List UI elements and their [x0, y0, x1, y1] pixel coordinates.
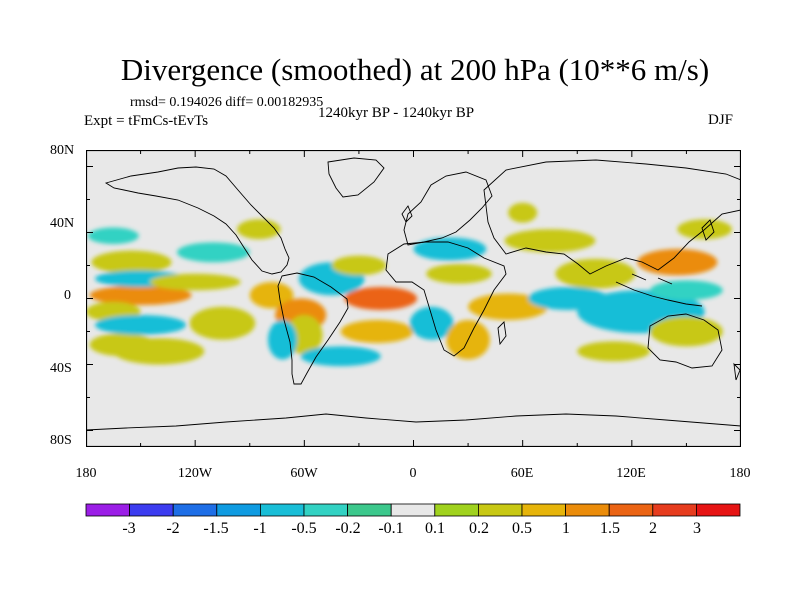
field-anomaly — [528, 286, 609, 311]
colorbar-swatch — [477, 503, 523, 517]
x-tick-label: 180 — [75, 466, 97, 481]
y-tick-label: 80N — [50, 143, 75, 158]
colorbar-label: -0.2 — [335, 520, 361, 537]
colorbar-swatch — [85, 503, 130, 517]
y-tick-label: 0 — [64, 288, 71, 303]
field-anomaly — [650, 316, 723, 347]
field-anomaly — [149, 273, 241, 291]
colorbar-label: 2 — [649, 520, 657, 537]
y-tick-label: 80S — [50, 433, 72, 448]
period-label: 1240kyr BP - 1240kyr BP — [318, 105, 475, 121]
colorbar-swatch — [390, 503, 436, 517]
map-plot — [86, 150, 741, 447]
coast-europe — [403, 171, 493, 246]
field-anomaly — [504, 229, 596, 253]
x-tick-label: 120E — [616, 466, 646, 481]
colorbar-label: 1.5 — [600, 520, 620, 537]
chart-title: Divergence (smoothed) at 200 hPa (10**6 … — [120, 52, 710, 87]
coast-north-america — [104, 166, 290, 275]
colorbar-swatch — [608, 503, 654, 517]
field-anomaly — [637, 249, 718, 276]
colorbar-label: -0.5 — [291, 520, 317, 537]
field-anomaly — [577, 341, 651, 362]
field-anomaly — [300, 346, 381, 367]
colorbar-label: -3 — [122, 520, 136, 537]
season-label: DJF — [708, 112, 734, 128]
colorbar-label: 1 — [562, 520, 570, 537]
colorbar-label: 0.1 — [425, 520, 445, 537]
colorbar-swatch — [129, 503, 174, 517]
coast-africa — [385, 241, 507, 357]
stats-label: rmsd= 0.194026 diff= 0.00182935 — [130, 95, 324, 110]
field-anomaly — [555, 258, 636, 289]
field-anomaly — [331, 255, 387, 276]
field-anomaly — [650, 280, 723, 301]
coast-new-zealand — [733, 362, 741, 381]
axis-ticks — [86, 150, 741, 447]
field-anomaly — [468, 293, 549, 320]
x-tick-label: 120W — [177, 466, 213, 481]
x-tick-label: 60E — [510, 466, 534, 481]
coast-indonesia — [615, 273, 703, 307]
field-anomaly — [508, 202, 538, 223]
colorbar-label: -0.1 — [378, 520, 404, 537]
colorbar-swatch — [216, 503, 261, 517]
field-anomaly — [91, 250, 172, 274]
y-tick-label: 40S — [50, 361, 72, 376]
field-anomaly — [426, 263, 492, 284]
coast-antarctica — [86, 413, 741, 431]
colorbar-swatch — [652, 503, 697, 517]
coast-australia — [647, 313, 723, 369]
field-anomaly — [344, 286, 418, 311]
x-tick-label: 180 — [729, 466, 751, 481]
field-anomaly — [87, 227, 139, 245]
colorbar-label: -2 — [166, 520, 180, 537]
colorbar-swatch — [521, 503, 566, 517]
x-tick-label: 0 — [409, 466, 417, 481]
colorbar-label: 0.5 — [512, 520, 532, 537]
field-anomaly — [249, 282, 294, 309]
colorbar-swatch — [696, 503, 741, 517]
coast-uk — [401, 205, 413, 223]
field-anomaly — [95, 315, 187, 335]
colorbar-swatch — [172, 503, 218, 517]
experiment-label: Expt = tFmCs-tEvTs — [84, 113, 209, 129]
colorbar-swatch — [347, 503, 392, 517]
colorbar — [85, 503, 741, 517]
coast-greenland — [327, 157, 385, 198]
colorbar-swatch — [434, 503, 479, 517]
field-anomaly — [237, 219, 281, 240]
colorbar-label: -1.5 — [203, 520, 229, 537]
colorbar-swatch — [259, 503, 305, 517]
coastlines — [86, 157, 741, 431]
field-anomaly — [267, 319, 298, 360]
field-anomaly — [176, 242, 250, 263]
colorbar-swatch — [303, 503, 348, 517]
colorbar-label: -1 — [253, 520, 267, 537]
y-tick-label: 40N — [50, 216, 75, 231]
field-anomaly — [413, 237, 487, 261]
field-anomaly — [189, 306, 256, 340]
coast-south-america — [277, 272, 349, 385]
coast-asia — [483, 159, 741, 275]
field-anomaly — [340, 319, 414, 344]
coast-madagascar — [497, 321, 507, 346]
field-anomaly — [89, 285, 192, 306]
colorbar-swatch — [565, 503, 610, 517]
colorbar-label: 3 — [693, 520, 701, 537]
x-tick-label: 60W — [290, 466, 318, 481]
field-anomaly — [409, 306, 454, 340]
field-anomaly — [113, 338, 205, 365]
colorbar-label: 0.2 — [469, 520, 489, 537]
coast-japan — [701, 219, 715, 241]
